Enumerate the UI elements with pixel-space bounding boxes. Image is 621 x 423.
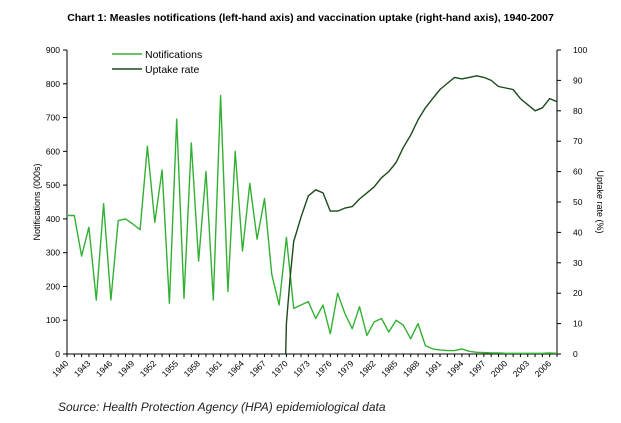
x-tick-label: 1946 [94,358,115,379]
right-tick-label: 50 [573,197,583,207]
x-tick-label: 1949 [116,358,137,379]
chart-title: Chart 1: Measles notifications (left-han… [67,12,554,24]
left-tick-label: 900 [46,45,60,55]
x-tick-label: 1970 [269,358,290,379]
legend-uptake-label: Uptake rate [145,64,199,76]
right-tick-label: 20 [573,288,583,298]
left-tick-label: 700 [46,113,60,123]
x-tick-label: 1943 [72,358,93,379]
x-tick-label: 1985 [379,358,400,379]
x-tick-label: 1976 [313,358,334,379]
x-tick-label: 2006 [533,358,554,379]
uptake-rate-line [285,75,558,355]
left-tick-label: 600 [46,146,60,156]
left-tick-label: 400 [46,214,60,224]
left-tick-label: 500 [46,180,60,190]
x-tick-label: 1964 [225,358,246,379]
right-tick-label: 90 [573,75,583,85]
x-tick-label: 1982 [357,358,378,379]
right-tick-label: 70 [573,136,583,146]
x-tick-label: 1979 [335,358,356,379]
left-tick-label: 800 [46,79,60,89]
x-tick-label: 2000 [489,358,510,379]
left-axis-title: Notifications (000s) [32,163,42,240]
x-tick-label: 1988 [401,358,422,379]
right-tick-label: 40 [573,227,583,237]
right-axis-title: Uptake rate (%) [595,170,605,233]
right-tick-label: 0 [573,349,578,359]
x-tick-label: 2003 [511,358,532,379]
left-tick-label: 100 [46,315,60,325]
left-tick-label: 300 [46,248,60,258]
x-tick-label: 1973 [291,358,312,379]
legend-notifications-label: Notifications [145,49,202,61]
right-tick-label: 60 [573,167,583,177]
right-tick-label: 100 [573,45,587,55]
left-tick-label: 200 [46,281,60,291]
source-note: Source: Health Protection Agency (HPA) e… [58,400,386,414]
x-tick-label: 1952 [138,358,159,379]
x-tick-label: 1991 [423,358,444,379]
x-tick-label: 1994 [445,358,466,379]
right-tick-label: 80 [573,106,583,116]
x-tick-label: 1958 [182,358,203,379]
notifications-line [67,94,558,354]
x-tick-label: 1997 [467,358,488,379]
x-tick-label: 1961 [204,358,225,379]
x-tick-label: 1940 [50,358,71,379]
x-tick-label: 1955 [160,358,181,379]
right-tick-label: 30 [573,258,583,268]
right-tick-label: 10 [573,319,583,329]
left-tick-label: 0 [55,349,60,359]
x-tick-label: 1967 [247,358,268,379]
